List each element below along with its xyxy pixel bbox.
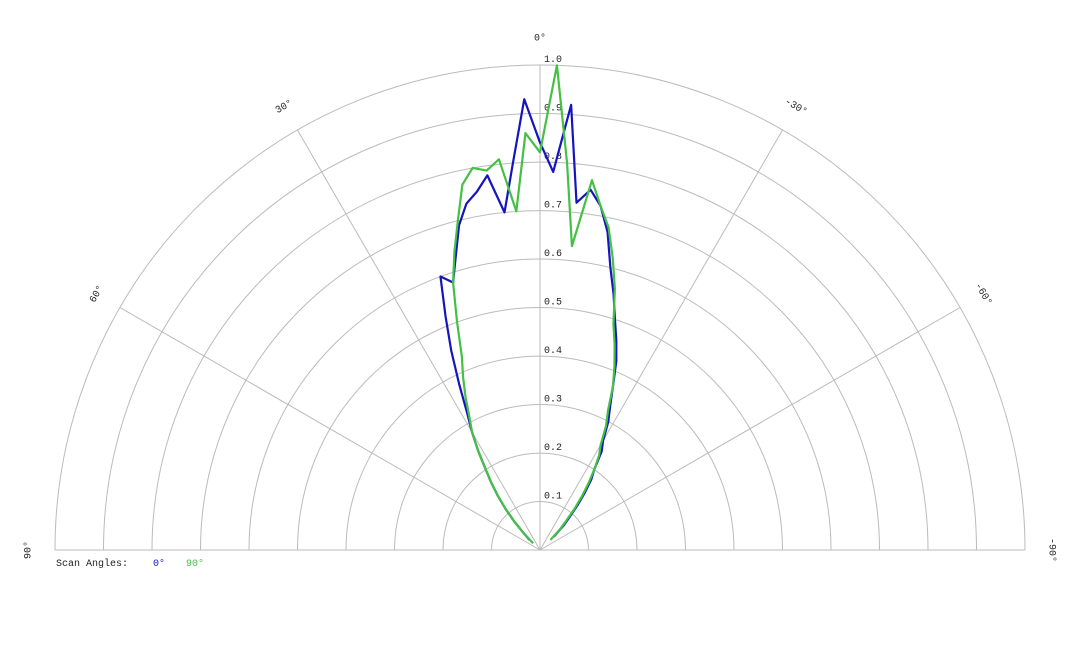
theta-tick-label: 90° bbox=[23, 541, 35, 559]
grid-spoke bbox=[119, 307, 541, 551]
r-tick-label: 0.6 bbox=[544, 249, 562, 260]
r-tick-label: 1.0 bbox=[544, 55, 562, 66]
grid-spoke bbox=[539, 307, 961, 551]
theta-tick-label: 60° bbox=[87, 284, 106, 306]
r-tick-label: 0.5 bbox=[544, 298, 562, 309]
legend-entry: 90° bbox=[186, 558, 204, 570]
theta-tick-label: 0° bbox=[534, 33, 546, 45]
r-tick-label: 0.8 bbox=[544, 152, 562, 163]
r-tick-label: 0.1 bbox=[544, 492, 562, 503]
series-line bbox=[451, 64, 616, 545]
r-tick-label: 0.9 bbox=[544, 104, 562, 115]
theta-tick-label: -60° bbox=[972, 281, 994, 308]
theta-tick-label: 30° bbox=[274, 97, 296, 116]
legend-title: Scan Angles: bbox=[56, 558, 128, 570]
grid-spoke bbox=[297, 129, 541, 551]
r-tick-label: 0.4 bbox=[544, 346, 562, 357]
theta-tick-label: -90° bbox=[1045, 538, 1057, 562]
r-tick-label: 0.3 bbox=[544, 395, 562, 406]
theta-tick-label: -30° bbox=[782, 96, 809, 118]
grid-spoke bbox=[539, 129, 783, 551]
r-tick-label: 0.7 bbox=[544, 201, 562, 212]
r-tick-label: 0.2 bbox=[544, 443, 562, 454]
legend-entry: 0° bbox=[153, 558, 165, 570]
